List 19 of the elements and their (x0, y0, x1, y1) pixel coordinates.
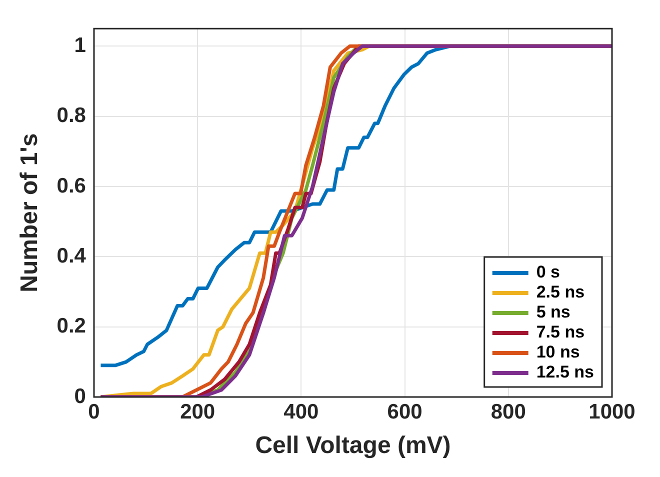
legend-label: 7.5 ns (536, 322, 585, 342)
x-tick-label: 600 (387, 400, 422, 424)
legend-label: 5 ns (536, 302, 570, 322)
y-tick-label: 0.8 (56, 104, 86, 128)
legend-label: 0 s (536, 262, 560, 282)
legend-label: 2.5 ns (536, 282, 585, 302)
y-tick-label: 0 (74, 384, 86, 408)
y-tick-label: 0.4 (56, 244, 86, 268)
x-tick-label: 1000 (588, 400, 636, 424)
x-tick-label: 800 (490, 400, 526, 424)
legend-label: 10 ns (536, 342, 580, 362)
y-tick-label: 0.6 (56, 174, 86, 198)
x-tick-label: 400 (284, 400, 319, 424)
legend-label: 12.5 ns (536, 362, 594, 382)
x-axis-title: Cell Voltage (mV) (255, 432, 451, 460)
y-axis-title: Number of 1's (16, 133, 44, 292)
x-tick-label: 200 (180, 400, 216, 424)
y-tick-label: 0.2 (56, 314, 86, 338)
y-tick-label: 1 (74, 34, 86, 57)
